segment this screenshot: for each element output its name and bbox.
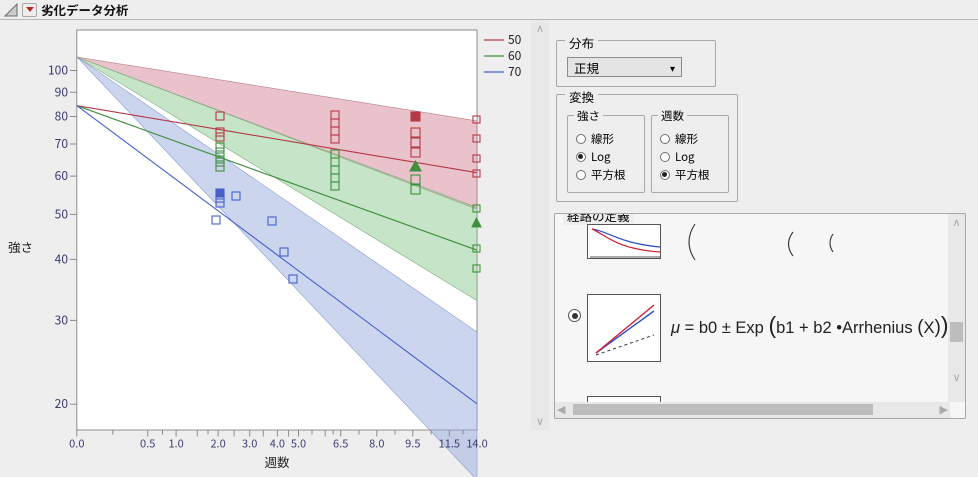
svg-text:90: 90 — [55, 83, 69, 100]
svg-text:100: 100 — [48, 62, 68, 79]
svg-text:週数: 週数 — [264, 452, 290, 471]
svg-text:30: 30 — [55, 311, 69, 328]
svg-text:0.0: 0.0 — [69, 436, 84, 452]
svg-text:0.5: 0.5 — [140, 436, 155, 452]
svg-text:70: 70 — [508, 63, 522, 80]
svg-text:8.0: 8.0 — [369, 436, 384, 452]
svg-text:11.5: 11.5 — [439, 436, 460, 452]
svg-text:50: 50 — [508, 31, 522, 48]
svg-text:9.5: 9.5 — [405, 436, 420, 452]
svg-text:50: 50 — [55, 205, 69, 222]
svg-text:40: 40 — [55, 250, 69, 267]
svg-text:強さ: 強さ — [8, 237, 33, 256]
svg-text:6.5: 6.5 — [333, 436, 348, 452]
svg-text:60: 60 — [508, 47, 522, 64]
svg-text:80: 80 — [55, 108, 69, 125]
svg-text:60: 60 — [55, 167, 69, 184]
svg-text:5.0: 5.0 — [291, 436, 306, 452]
svg-text:14.0: 14.0 — [466, 436, 487, 452]
svg-text:3.0: 3.0 — [242, 436, 257, 452]
svg-text:20: 20 — [55, 395, 69, 412]
svg-text:4.0: 4.0 — [270, 436, 285, 452]
svg-text:1.0: 1.0 — [168, 436, 183, 452]
svg-text:2.0: 2.0 — [210, 436, 225, 452]
svg-text:70: 70 — [55, 135, 69, 152]
